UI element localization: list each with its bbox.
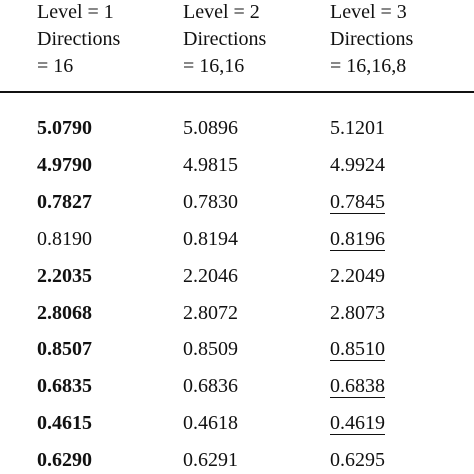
cell: 2.8068 — [37, 301, 92, 324]
cell: 2.8073 — [330, 301, 385, 324]
cell: 5.1201 — [330, 117, 385, 139]
cell: 5.0896 — [183, 117, 238, 139]
cell: 4.9790 — [37, 153, 92, 176]
cell: 0.6290 — [37, 449, 92, 472]
cell: 4.9924 — [330, 153, 385, 176]
cell: 0.6835 — [37, 375, 92, 398]
header-rule — [0, 91, 474, 93]
cell: 5.0790 — [37, 117, 92, 139]
header-text: = 16,16,8 — [330, 55, 407, 77]
cell: 0.8509 — [183, 338, 238, 361]
cell: 0.8190 — [37, 227, 92, 250]
cell: 0.4615 — [37, 412, 92, 435]
header-text: Level = 2 — [183, 1, 260, 23]
cell: 0.7845 — [330, 190, 385, 213]
cell: 0.6836 — [183, 375, 238, 398]
cell: 0.8507 — [37, 338, 92, 361]
cell: 0.8194 — [183, 227, 238, 250]
cell: 0.8510 — [330, 338, 385, 361]
cell: 0.4619 — [330, 412, 385, 435]
cell: 0.4618 — [183, 412, 238, 435]
header-text: Level = 1 — [37, 1, 114, 23]
header-text: = 16,16 — [183, 55, 245, 77]
header-text: = 16 — [37, 55, 74, 77]
header-text: Directions — [330, 28, 414, 50]
cell: 0.6295 — [330, 449, 385, 472]
header-text: Directions — [183, 28, 267, 50]
cell: 0.6291 — [183, 449, 238, 472]
cell: 2.8072 — [183, 301, 238, 324]
header-text: Level = 3 — [330, 1, 407, 23]
cell: 0.7830 — [183, 190, 238, 213]
cell: 2.2035 — [37, 264, 92, 287]
cell: 4.9815 — [183, 153, 238, 176]
cell: 2.2049 — [330, 264, 385, 287]
cell: 0.7827 — [37, 190, 92, 213]
cell: 2.2046 — [183, 264, 238, 287]
header-text: Directions — [37, 28, 121, 50]
cell: 0.8196 — [330, 227, 385, 250]
cell: 0.6838 — [330, 375, 385, 398]
